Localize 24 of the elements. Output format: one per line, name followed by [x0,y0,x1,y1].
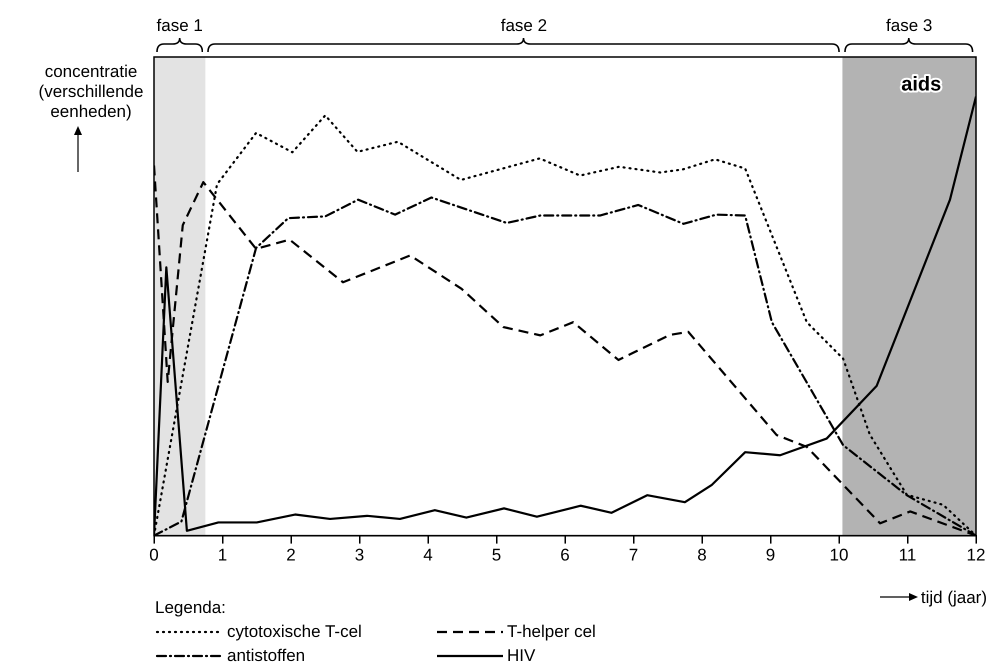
x-tick-label: 6 [560,545,570,564]
legend-label: HIV [507,646,536,666]
x-tick-label: 9 [766,545,776,564]
text: aids [901,74,942,96]
legend-label: antistoffen [227,646,306,666]
band-label: fase 3 [886,16,932,36]
legend-title: Legenda: [155,598,226,618]
legend-label: T-helper cel [507,622,596,642]
x-tick-label: 8 [697,545,707,564]
x-tick-label: 3 [354,545,364,564]
x-tick-label: 2 [286,545,296,564]
y-axis-title: concentratie (verschillende eenheden) [38,62,144,122]
x-tick-label: 5 [492,545,502,564]
legend-label: cytotoxische T-cel [227,622,362,642]
x-tick-label: 4 [423,545,433,564]
x-tick-label: 7 [628,545,638,564]
x-axis-title: tijd (jaar) [920,588,987,608]
text: fase 2 [500,16,548,36]
x-tick-label: 12 [966,545,986,564]
band-label: fase 1 [156,16,203,36]
x-tick-label: 1 [218,545,228,564]
x-tick-label: 11 [898,545,916,564]
x-tick-label: 0 [149,545,159,564]
x-tick-label: 10 [830,545,848,564]
